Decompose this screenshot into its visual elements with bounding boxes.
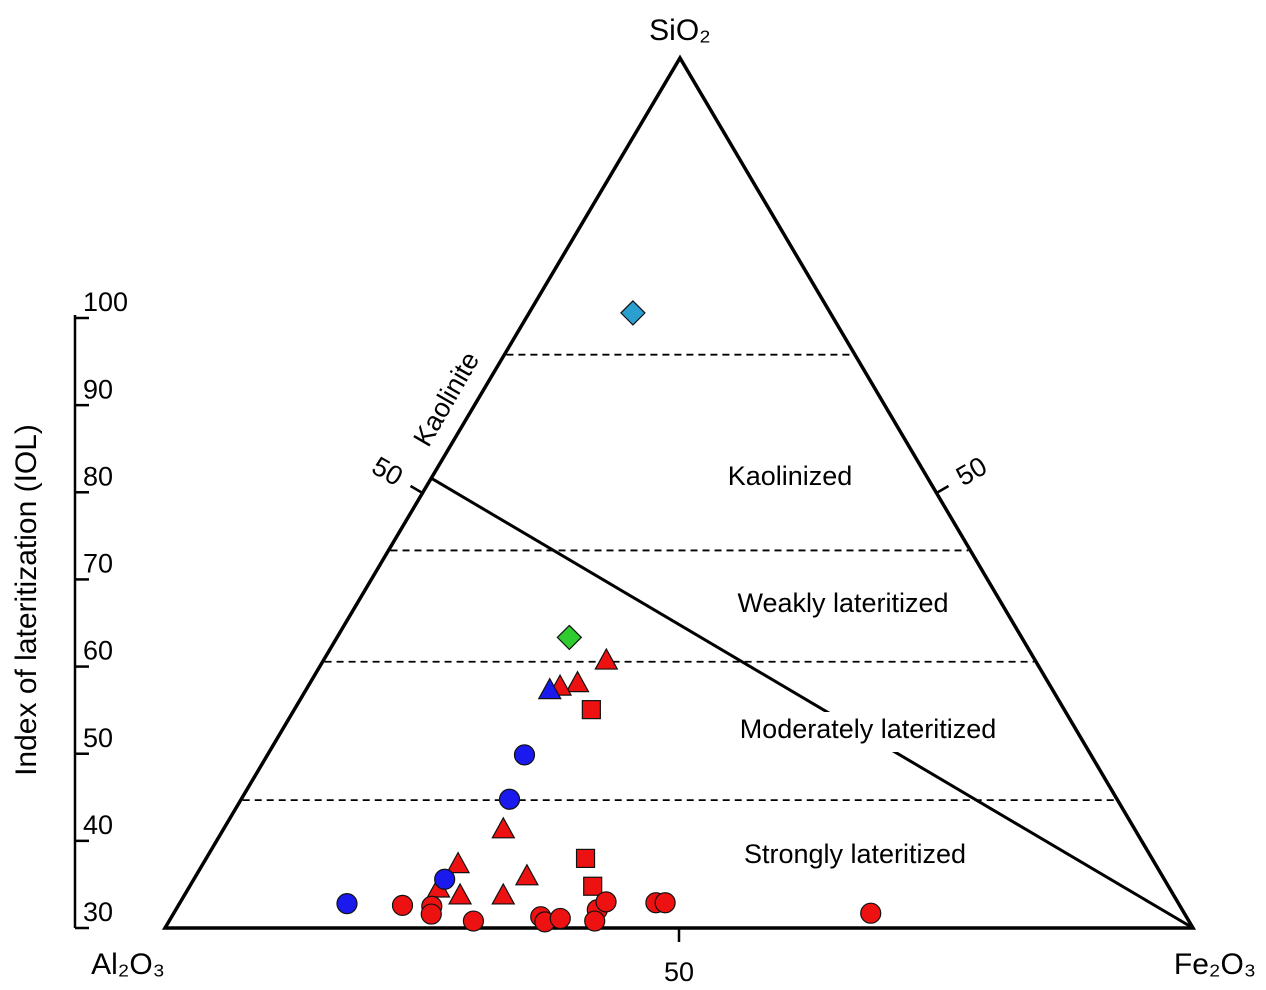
vertex-left-label: Al₂O₃ <box>91 948 165 981</box>
point-circle <box>498 788 521 810</box>
iol-tick-label: 90 <box>83 374 113 404</box>
bottom-tick-label: 50 <box>664 957 694 987</box>
kaolinite-line <box>430 476 1194 930</box>
point-circle <box>549 907 571 930</box>
point-circle <box>513 744 536 766</box>
zone-label: Kaolinized <box>728 461 853 491</box>
iol-tick-label: 40 <box>83 810 113 840</box>
label-backdrop <box>805 712 925 752</box>
point-diamond <box>620 300 646 326</box>
iol-tick-label: 70 <box>83 549 113 579</box>
point-diamond <box>556 624 583 651</box>
iol-tick-label: 50 <box>83 723 113 753</box>
zone-label: Weakly lateritized <box>737 588 948 618</box>
left-edge-tick <box>409 484 424 495</box>
point-circle <box>654 892 676 914</box>
point-square <box>581 700 601 720</box>
left-edge-tick-label: 50 <box>367 451 408 492</box>
point-triangle <box>537 677 562 700</box>
iol-axis-title: Index of lateritization (IOL) <box>10 424 43 776</box>
point-circle <box>420 903 442 925</box>
point-triangle <box>491 816 516 839</box>
zone-label: Moderately lateritized <box>740 714 997 744</box>
point-circle <box>584 910 606 932</box>
vertex-right-label: Fe₂O₃ <box>1174 948 1256 981</box>
point-circle <box>336 893 358 915</box>
point-square <box>575 848 596 869</box>
triangle-frame <box>161 54 1197 930</box>
point-triangle <box>594 647 619 670</box>
iol-tick-label: 100 <box>83 287 128 317</box>
point-triangle <box>448 882 473 905</box>
iol-tick-label: 80 <box>83 461 113 491</box>
kaolinite-label: Kaolinite <box>407 347 485 452</box>
point-circle <box>434 868 456 890</box>
point-triangle <box>491 882 516 905</box>
point-circle <box>595 891 617 913</box>
iol-tick-label: 60 <box>83 636 113 666</box>
point-triangle <box>514 863 539 886</box>
right-edge-tick <box>935 484 950 495</box>
point-circle <box>462 910 485 932</box>
point-square <box>583 876 603 896</box>
right-edge-tick-label: 50 <box>951 451 992 492</box>
point-triangle <box>446 851 471 874</box>
point-triangle <box>565 670 590 693</box>
iol-tick-label: 30 <box>83 897 113 927</box>
point-circle <box>391 894 414 916</box>
point-circle <box>860 902 882 924</box>
zone-label: Strongly lateritized <box>744 839 966 869</box>
vertex-top-label: SiO₂ <box>649 14 711 47</box>
